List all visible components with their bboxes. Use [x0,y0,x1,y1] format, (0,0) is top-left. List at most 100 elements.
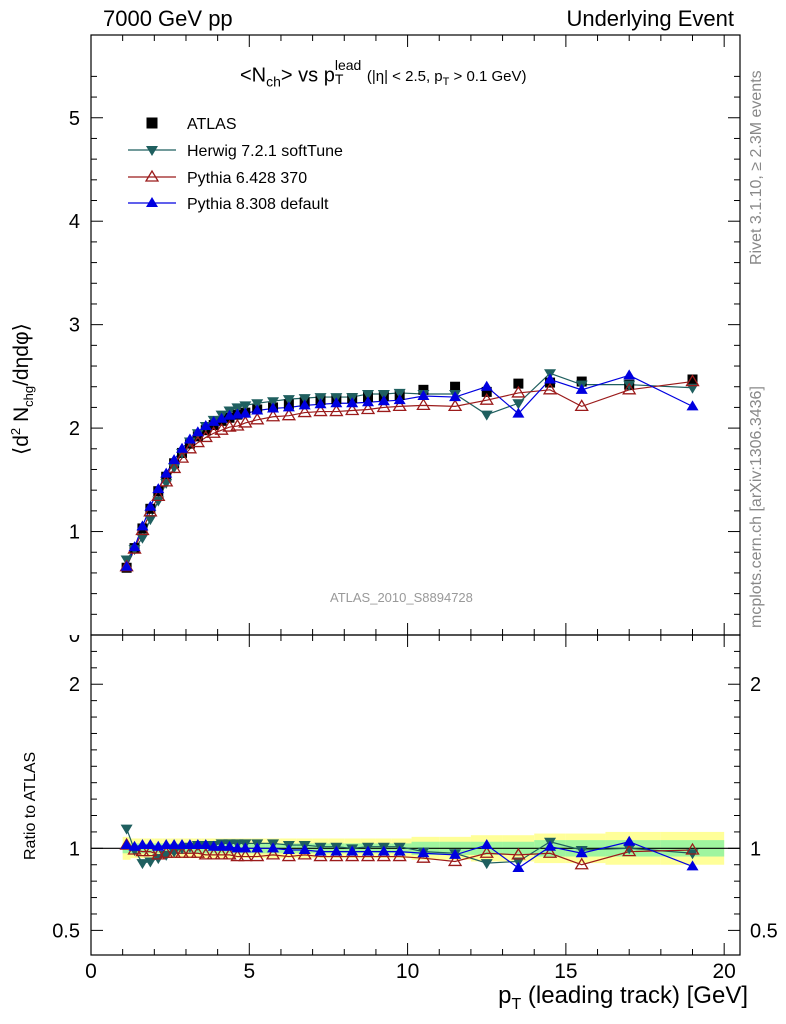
point-pythia-8-308-default [480,380,493,391]
point-pythia-8-308-default [346,397,359,408]
point-pythia-6-428-370 [159,474,174,487]
ratio-point-herwig-7-2-1-softtune [480,859,493,870]
point-pythia-8-308-default [239,407,252,418]
point-pythia-8-308-default [377,395,390,406]
ratio-point-pythia-6-428-370 [281,849,297,862]
ratio-point-pythia-8-308-default [223,840,236,851]
point-pythia-6-428-370 [297,405,312,418]
ratio-point-pythia-6-428-370 [222,847,237,860]
ratio-y-tick-label-right-2: 2 [750,674,761,696]
ratio-point-herwig-7-2-1-softtune [144,857,157,868]
point-atlas [513,378,524,389]
point-herwig-7-2-1-softtune [144,515,157,526]
ratio-point-herwig-7-2-1-softtune [136,859,149,870]
point-pythia-6-428-370 [416,398,431,410]
point-pythia-8-308-default [128,541,141,552]
ratio-point-pythia-6-428-370 [542,845,558,858]
point-herwig-7-2-1-softtune [623,380,636,391]
ratio-point-pythia-8-308-default [575,847,588,858]
point-pythia-6-428-370 [166,461,182,474]
point-pythia-8-308-default [199,420,212,431]
point-pythia-8-308-default [267,402,280,413]
point-pythia-8-308-default [120,560,133,571]
series-line-pythia-8-308-default [126,374,693,567]
point-pythia-6-428-370 [174,450,190,463]
main-y-tick-label-5: 5 [69,108,80,130]
legend-marker-pythia-6-428-370 [144,169,160,182]
point-pythia-8-308-default [298,399,311,410]
ratio-y-tick-label-right-0.5: 0.5 [750,920,778,942]
ratio-point-pythia-6-428-370 [159,845,174,858]
point-pythia-8-308-default [144,500,157,511]
ratio-point-pythia-8-308-default [449,848,462,859]
point-pythia-8-308-default [176,442,189,453]
title-mid: > vs p [280,64,335,87]
ratio-frame [90,634,741,956]
process-label: Underlying Event [566,6,734,31]
ratio-point-pythia-8-308-default [623,835,636,846]
ratio-point-pythia-8-308-default [267,842,280,853]
ratio-y-tick-label-0.5: 0.5 [52,920,80,942]
ratio-point-pythia-6-428-370 [447,854,463,867]
ratio-point-pythia-8-308-default [191,839,204,850]
point-pythia-6-428-370 [376,400,391,413]
point-herwig-7-2-1-softtune [686,383,699,394]
ratio-point-pythia-8-308-default [215,840,228,851]
point-pythia-6-428-370 [345,403,360,416]
x-tick-label-20: 20 [712,960,735,983]
ratio-point-pythia-8-308-default [314,845,327,856]
point-pythia-6-428-370 [143,504,158,517]
ratio-point-pythia-8-308-default [480,839,493,850]
point-herwig-7-2-1-softtune [231,403,244,414]
point-herwig-7-2-1-softtune [480,410,493,421]
point-pythia-8-308-default [191,426,204,437]
point-pythia-6-428-370 [542,382,558,395]
plot-title: <Nch> vs p lead T (|η| < 2.5, pT > 0.1 GeV… [240,58,527,90]
point-pythia-8-308-default [207,415,220,426]
point-pythia-8-308-default [575,383,588,394]
point-herwig-7-2-1-softtune [377,389,390,400]
main-y-tick-label-2: 2 [69,418,80,440]
ratio-point-pythia-6-428-370 [685,842,700,855]
title-main: <N [240,64,267,87]
point-pythia-6-428-370 [182,441,198,454]
ratio-point-pythia-8-308-default [393,845,406,856]
point-pythia-8-308-default [215,412,228,423]
x-tick-label-5: 5 [243,960,255,983]
point-pythia-6-428-370 [265,409,281,422]
point-herwig-7-2-1-softtune [168,463,181,474]
main-y-tick-label-3: 3 [69,315,80,337]
ratio-point-pythia-8-308-default [298,843,311,854]
point-herwig-7-2-1-softtune [136,533,149,544]
ratio-point-pythia-6-428-370 [479,845,494,858]
point-pythia-8-308-default [330,397,343,408]
x-axis-label: pT (leading track) [GeV] [498,982,748,1013]
ratio-y-tick-label-2: 2 [69,674,80,696]
ratio-point-pythia-8-308-default [377,845,390,856]
title-cut: (|η| < 2.5, pT > 0.1 GeV) [366,68,527,89]
ratio-point-pythia-8-308-default [330,845,343,856]
ratio-point-pythia-6-428-370 [622,844,637,857]
series-line-herwig-7-2-1-softtune [126,372,693,560]
ratio-line-pythia-8-308-default [126,841,693,869]
ratio-point-herwig-7-2-1-softtune [120,824,133,835]
point-pythia-6-428-370 [238,415,253,428]
x-tick-label-0: 0 [85,960,97,983]
point-herwig-7-2-1-softtune [267,397,280,408]
point-pythia-8-308-default [623,369,636,380]
title-sub-ch: ch [266,73,281,90]
energy-label: 7000 GeV pp [103,6,233,31]
point-pythia-6-428-370 [360,402,376,415]
main-y-tick-label-0: 0 [69,625,80,647]
y-axis-label-ratio: Ratio to ATLAS [22,751,39,860]
ratio-point-pythia-8-308-default [199,839,212,850]
ratio-point-pythia-8-308-default [686,860,699,871]
point-pythia-8-308-default [314,398,327,409]
title-sub-T: T [334,71,344,87]
point-pythia-6-428-370 [329,404,344,417]
legend-label-pythia-6-428-370: Pythia 6.428 370 [187,170,307,187]
point-pythia-6-428-370 [479,392,494,405]
point-pythia-6-428-370 [574,399,589,412]
legend-label-atlas: ATLAS [187,116,237,133]
